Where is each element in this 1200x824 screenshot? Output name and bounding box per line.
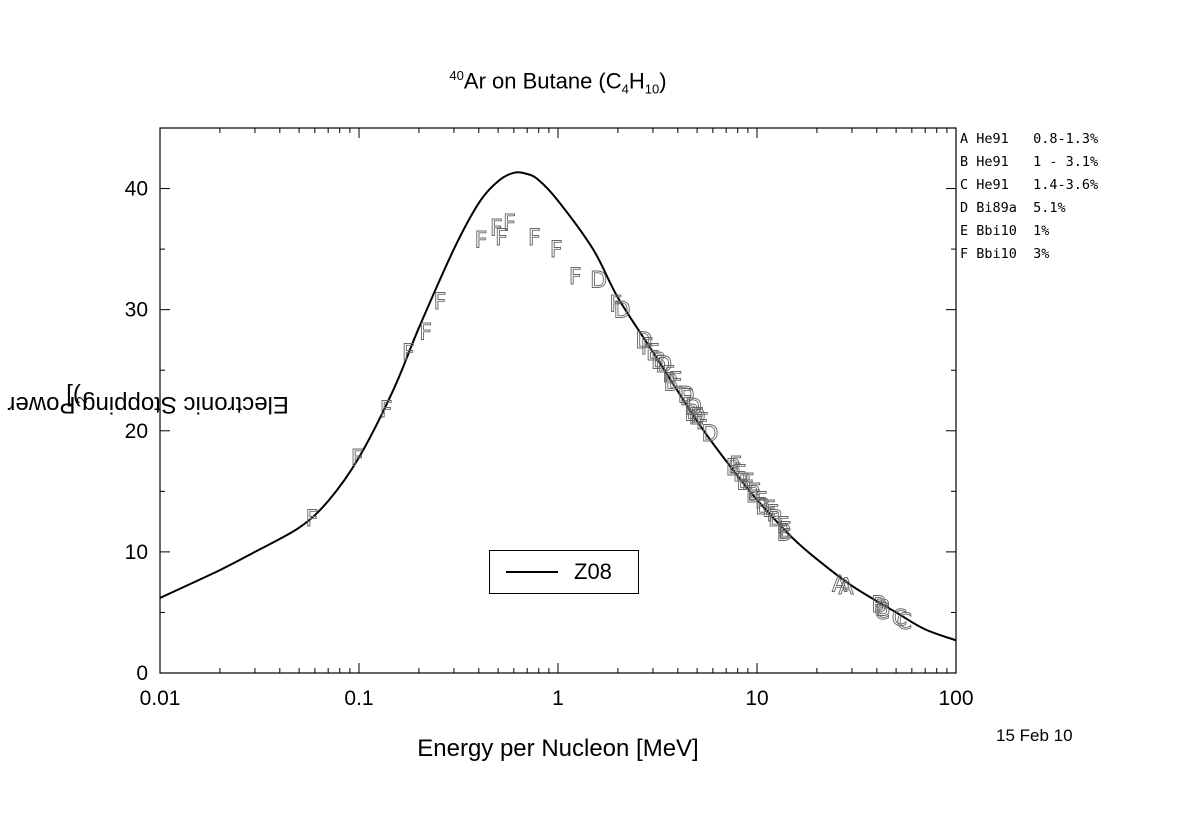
data-point-d: D — [614, 299, 631, 324]
data-point-d: D — [655, 353, 672, 378]
x-axis-label: Energy per Nucleon [MeV] — [417, 735, 699, 762]
data-point-f: F — [755, 489, 768, 514]
curve-z08 — [159, 171, 957, 642]
data-point-e: E — [669, 369, 683, 394]
data-point-b: B — [664, 371, 679, 396]
source-item: B He91 1 - 3.1% — [960, 154, 1099, 170]
x-tick-label: 1 — [552, 687, 564, 710]
data-point-b: B — [871, 593, 886, 618]
data-point-e: E — [733, 462, 747, 487]
data-point-d: D — [590, 268, 607, 293]
data-point-f: F — [729, 454, 742, 479]
data-point-f: F — [528, 226, 541, 251]
data-point-f: F — [742, 471, 755, 496]
y-axis-label: Electronic Stopping Power [MeV/(mg/cm2)] — [0, 383, 289, 418]
data-point-f: F — [402, 341, 415, 366]
source-item: E Bbi10 1% — [960, 223, 1050, 239]
data-point-f: F — [434, 290, 447, 315]
data-point-c: C — [897, 610, 912, 635]
data-point-b: B — [746, 483, 761, 508]
chart-title: 40Ar on Butane (C4H10) — [449, 68, 667, 97]
data-point-e: E — [747, 480, 761, 505]
data-point-f: F — [550, 238, 563, 263]
data-point-b: B — [736, 471, 751, 496]
data-point-f: F — [380, 398, 393, 423]
data-point-b: B — [684, 402, 699, 427]
data-point-d: D — [685, 396, 702, 421]
data-point-b: B — [768, 507, 783, 532]
data-point-b: B — [755, 495, 770, 520]
data-point-c: C — [892, 606, 907, 631]
data-point-f: F — [569, 265, 582, 290]
y-axis: 0 10 20 30 40 — [125, 178, 956, 685]
data-point-d: D — [689, 405, 706, 430]
data-point-f: F — [696, 410, 709, 435]
legend-line-swatch — [506, 571, 558, 573]
y-tick-label: 0 — [136, 662, 148, 685]
data-point-f: F — [641, 335, 654, 360]
x-tick-label: 0.1 — [344, 687, 373, 710]
data-point-e: E — [778, 519, 792, 544]
data-point-c: C — [874, 600, 889, 625]
legend: Z08 — [489, 550, 639, 594]
data-point-a: A — [838, 575, 853, 600]
data-point-b: B — [876, 597, 891, 622]
source-item: F Bbi10 3% — [960, 246, 1050, 262]
data-point-d: D — [701, 422, 718, 447]
x-tick-label: 100 — [938, 687, 973, 710]
data-point-f: F — [503, 211, 516, 236]
data-point-a: A — [832, 572, 847, 597]
data-point-f: F — [662, 363, 675, 388]
data-point-d: D — [635, 329, 652, 354]
source-list: A He91 0.8-1.3% B He91 1 - 3.1% C He91 1… — [960, 128, 1098, 266]
data-point-f: F — [419, 320, 432, 345]
source-item: C He91 1.4-3.6% — [960, 177, 1099, 193]
data-point-f: F — [495, 226, 508, 251]
data-point-b: B — [777, 522, 792, 547]
data-point-f: F — [306, 507, 319, 532]
data-point-e: E — [762, 497, 776, 522]
source-item: A He91 0.8-1.3% — [960, 131, 1099, 147]
data-point-b: B — [651, 350, 666, 375]
data-point-f: F — [680, 386, 693, 411]
y-tick-label: 10 — [125, 541, 148, 564]
x-tick-label: 10 — [745, 687, 768, 710]
x-tick-label: 0.01 — [140, 687, 181, 710]
data-point-f: F — [766, 502, 779, 527]
data-point-e: E — [646, 341, 660, 366]
data-point-b: B — [726, 456, 741, 481]
data-point-d: D — [678, 383, 695, 408]
data-point-e: E — [690, 405, 704, 430]
legend-entry-z08: Z08 — [574, 559, 612, 584]
data-point-f: F — [351, 446, 364, 471]
y-tick-label: 20 — [125, 420, 148, 443]
data-point-f: F — [490, 216, 503, 241]
y-tick-label: 40 — [125, 178, 148, 201]
data-point-f: F — [475, 228, 488, 253]
data-point-f: F — [777, 514, 790, 539]
date-stamp: 15 Feb 10 — [996, 726, 1073, 745]
source-item: D Bi89a 5.1% — [960, 200, 1066, 216]
data-point-f: F — [609, 293, 622, 318]
x-axis: 0.01 0.1 1 10 100 — [140, 128, 974, 710]
y-tick-label: 30 — [125, 299, 148, 322]
